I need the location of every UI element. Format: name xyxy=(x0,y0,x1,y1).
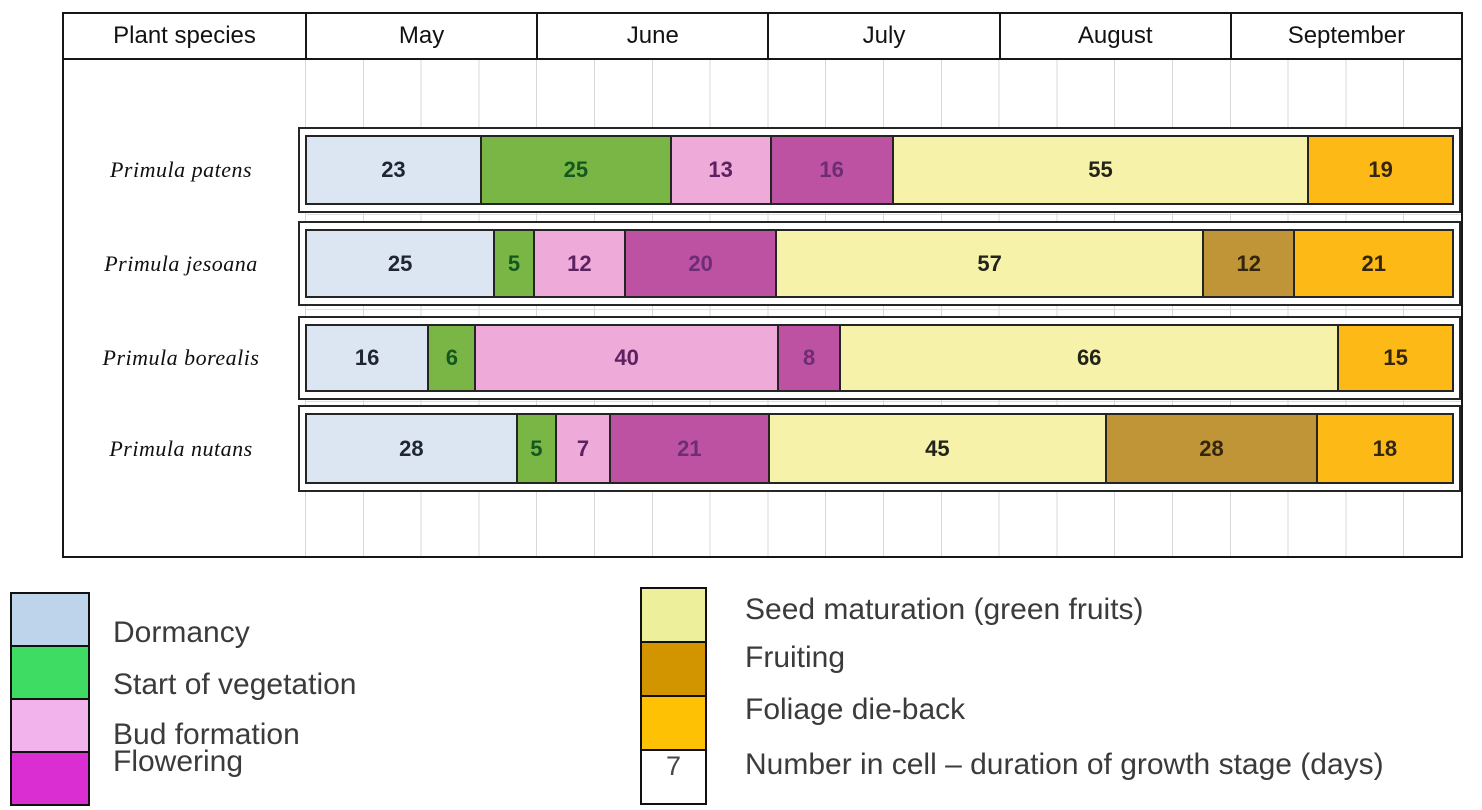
bar-segment-flowering: 16 xyxy=(769,135,894,205)
phenology-table-body: Primula patens 23 25 13 16 55 19 Primula jesoan… xyxy=(62,60,1463,558)
bar-segment-dormancy: 28 xyxy=(305,413,518,484)
bar-segment-fruiting: 12 xyxy=(1202,229,1296,298)
legend-swatch-dormancy xyxy=(10,592,90,647)
segment-days-label: 13 xyxy=(708,157,733,182)
stage-bar: 28 5 7 21 45 28 18 xyxy=(298,405,1461,492)
bar-segment-bud-formation: 13 xyxy=(669,135,772,205)
segment-days-label: 28 xyxy=(399,435,424,461)
segment-days-label: 40 xyxy=(614,345,639,370)
bar-segment-flowering: 8 xyxy=(777,324,842,392)
header-cell-month-september: September xyxy=(1229,14,1461,58)
bar-segment-start-of-vegetation: 5 xyxy=(515,413,557,484)
stage-bar: 25 5 12 20 57 12 21 xyxy=(298,221,1461,306)
legend-swatch-number-example: 7 xyxy=(640,749,707,805)
legend-left-swatch-stack xyxy=(10,592,90,806)
segment-days-label: 57 xyxy=(977,250,1002,276)
bar-segment-dormancy: 25 xyxy=(305,229,496,298)
species-label: Primula nutans xyxy=(109,435,253,461)
species-label: Primula jesoana xyxy=(104,250,258,276)
legend-swatch-bud-formation xyxy=(10,698,90,753)
bar-row-primula-nutans: Primula nutans 28 5 7 21 45 28 18 xyxy=(64,405,1461,492)
bar-segment-foliage-die-back: 18 xyxy=(1315,413,1454,484)
segment-days-label: 6 xyxy=(445,345,458,370)
segment-days-label: 20 xyxy=(688,250,713,276)
bar-segment-bud-formation: 7 xyxy=(554,413,612,484)
phenology-table-header: Plant species May June July August September xyxy=(62,12,1463,60)
legend-swatch-foliage-die-back xyxy=(640,695,707,751)
segment-days-label: 21 xyxy=(677,435,702,461)
legend-swatch-flowering xyxy=(10,751,90,806)
legend-swatch-seed-maturation xyxy=(640,587,707,643)
segment-days-label: 25 xyxy=(387,250,413,276)
bar-segment-seed-maturation: 45 xyxy=(767,413,1108,484)
legend-label-dormancy: Dormancy xyxy=(113,616,250,649)
bar-segment-start-of-vegetation: 25 xyxy=(479,135,672,205)
legend-label-flowering: Flowering xyxy=(113,745,244,778)
legend-label-bud-formation: Bud formation xyxy=(113,718,300,751)
species-label: Primula patens xyxy=(109,157,253,182)
bar-segment-bud-formation: 12 xyxy=(532,229,627,298)
header-cell-plant-species: Plant species xyxy=(113,22,256,49)
bar-segment-seed-maturation: 66 xyxy=(839,324,1340,392)
bar-segment-flowering: 20 xyxy=(624,229,778,298)
header-cell-month-july: July xyxy=(767,14,998,58)
row-gridline xyxy=(305,214,1461,215)
legend-swatch-fruiting xyxy=(640,641,707,697)
segment-days-label: 5 xyxy=(530,435,543,461)
legend-right-swatch-stack: 7 xyxy=(640,587,707,805)
bar-segment-start-of-vegetation: 5 xyxy=(493,229,535,298)
bar-segment-fruiting: 28 xyxy=(1105,413,1318,484)
segment-days-label: 55 xyxy=(1088,157,1113,182)
legend-label-foliage-die-back: Foliage die-back xyxy=(745,693,966,726)
segment-days-label: 23 xyxy=(381,157,406,182)
segment-days-label: 25 xyxy=(563,157,589,182)
segment-days-label: 21 xyxy=(1361,250,1386,276)
legend-swatch-start-of-vegetation xyxy=(10,645,90,700)
bar-row-primula-jesoana: Primula jesoana 25 5 12 20 57 12 21 xyxy=(64,221,1461,306)
bar-segment-foliage-die-back: 19 xyxy=(1307,135,1454,205)
bar-segment-dormancy: 23 xyxy=(305,135,482,205)
legend-label-start-of-vegetation: Start of vegetation xyxy=(113,668,357,701)
segment-days-label: 8 xyxy=(802,345,816,370)
segment-days-label: 28 xyxy=(1199,435,1224,461)
row-gridline xyxy=(305,401,1461,402)
bar-segment-foliage-die-back: 15 xyxy=(1337,324,1454,392)
segment-days-label: 66 xyxy=(1076,345,1102,370)
segment-days-label: 18 xyxy=(1372,435,1398,461)
bar-segment-seed-maturation: 55 xyxy=(891,135,1310,205)
bar-segment-start-of-vegetation: 6 xyxy=(427,324,477,392)
segment-days-label: 19 xyxy=(1368,157,1393,182)
legend-label-fruiting: Fruiting xyxy=(745,641,846,674)
segment-days-label: 16 xyxy=(354,345,380,370)
segment-days-label: 12 xyxy=(567,250,592,276)
bar-segment-seed-maturation: 57 xyxy=(775,229,1205,298)
legend-label-number-note: Number in cell – duration of growth stag… xyxy=(745,748,1384,781)
row-gridline xyxy=(305,309,1461,310)
bar-segment-bud-formation: 40 xyxy=(474,324,780,392)
segment-days-label: 12 xyxy=(1236,250,1261,276)
bar-row-primula-borealis: Primula borealis 16 6 40 8 66 15 xyxy=(64,316,1461,400)
bar-segment-flowering: 21 xyxy=(609,413,770,484)
bar-row-primula-patens: Primula patens 23 25 13 16 55 19 xyxy=(64,127,1461,213)
segment-days-label: 15 xyxy=(1383,345,1408,370)
header-cell-month-may: May xyxy=(305,14,536,58)
bar-segment-dormancy: 16 xyxy=(305,324,430,392)
legend-label-seed-maturation: Seed maturation (green fruits) xyxy=(745,593,1144,626)
segment-days-label: 7 xyxy=(576,435,590,461)
header-cell-month-august: August xyxy=(998,14,1230,58)
species-label: Primula borealis xyxy=(102,345,260,370)
segment-days-label: 16 xyxy=(819,157,844,182)
stage-bar: 16 6 40 8 66 15 xyxy=(298,316,1461,400)
segment-days-label: 5 xyxy=(507,250,521,276)
bar-segment-foliage-die-back: 21 xyxy=(1293,229,1454,298)
header-cell-month-june: June xyxy=(536,14,767,58)
segment-days-label: 45 xyxy=(925,435,950,461)
stage-bar: 23 25 13 16 55 19 xyxy=(298,127,1461,213)
